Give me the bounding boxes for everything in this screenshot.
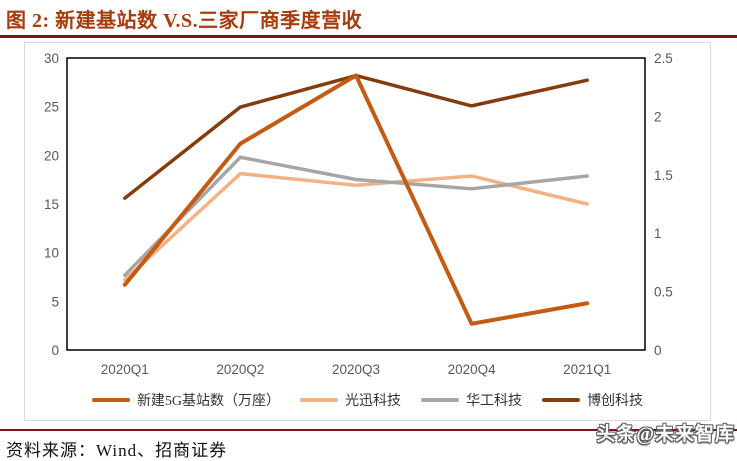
legend-item: 光迅科技 — [300, 390, 401, 410]
legend-line-swatch — [542, 398, 581, 402]
legend-label: 博创科技 — [587, 394, 644, 409]
right-axis-tick-label: 2.5 — [654, 51, 673, 66]
line-chart-canvas: 0 5 10 15 20 25 30 0 0.5 1 1.5 2 2.5 2020Q1 2020Q2 2020… — [44, 51, 673, 377]
legend-line-swatch — [421, 398, 460, 402]
legend-label: 光迅科技 — [345, 394, 402, 409]
data-source-text: 资料来源：Wind、招商证券 — [6, 441, 228, 460]
right-axis-tick-label: 2 — [654, 109, 662, 124]
chart-legend: 新建5G基站数（万座） 光迅科技 华工科技 博创科技 — [25, 390, 710, 410]
x-axis-category-label: 2021Q1 — [563, 362, 611, 377]
chart-container: 0 5 10 15 20 25 30 0 0.5 1 1.5 2 2.5 2020Q1 2020Q2 2020… — [24, 42, 711, 421]
left-axis-tick-label: 10 — [44, 246, 59, 261]
right-axis-tick-label: 0.5 — [654, 285, 673, 300]
x-axis-category-label: 2020Q1 — [101, 362, 149, 377]
series-line — [123, 171, 589, 282]
left-axis-tick-label: 30 — [44, 51, 59, 66]
legend-item: 博创科技 — [542, 390, 643, 410]
legend-label: 新建5G基站数（万座） — [136, 394, 281, 409]
series-line — [122, 73, 590, 326]
figure-title: 图 2: 新建基站数 V.S.三家厂商季度营收 — [6, 10, 363, 32]
series-line — [123, 155, 589, 277]
right-axis-tick-label: 1.5 — [654, 168, 673, 183]
legend-label: 华工科技 — [466, 394, 523, 409]
left-axis-tick-label: 0 — [51, 343, 59, 358]
legend-item: 华工科技 — [421, 390, 522, 410]
legend-line-swatch — [300, 398, 339, 402]
x-axis-category-label: 2020Q4 — [448, 362, 497, 377]
left-axis-tick-label: 15 — [44, 197, 59, 212]
legend-item: 新建5G基站数（万座） — [91, 390, 281, 410]
right-axis-tick-label: 0 — [654, 343, 662, 358]
title-divider-bar — [0, 35, 737, 38]
x-axis-category-label: 2020Q3 — [332, 362, 380, 377]
watermark-text: 头条@未来智库 — [596, 424, 735, 445]
x-axis-category-label: 2020Q2 — [216, 362, 264, 377]
right-axis-tick-label: 1 — [654, 226, 662, 241]
legend-line-swatch — [91, 398, 130, 402]
footer-divider-bar — [0, 429, 737, 431]
left-axis-tick-label: 20 — [44, 148, 59, 163]
footer: 资料来源：Wind、招商证券 头条@未来智库 — [0, 424, 737, 461]
plot-area-border — [66, 57, 646, 351]
left-axis-tick-label: 25 — [44, 100, 59, 115]
left-axis-tick-label: 5 — [51, 294, 59, 309]
